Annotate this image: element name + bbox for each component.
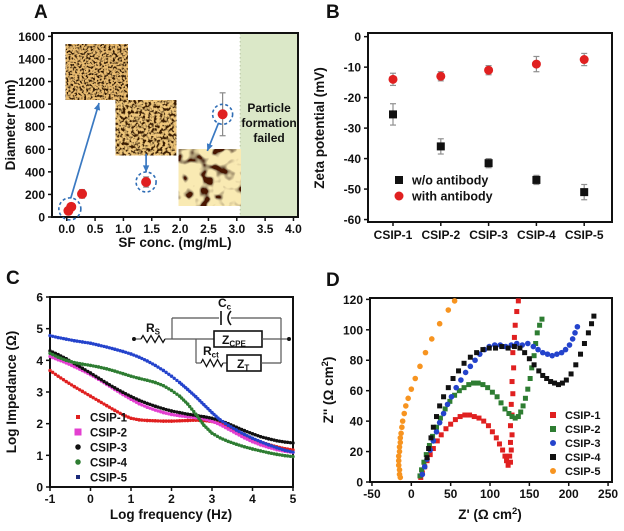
svg-text:0: 0: [36, 481, 43, 495]
svg-text:1.5: 1.5: [143, 222, 160, 236]
svg-text:2.5: 2.5: [200, 222, 217, 236]
panel-d-chart: -50 0 50 100 150 200 250020406080100120CSIP-1C…: [320, 293, 618, 522]
svg-text:CSIP-2: CSIP-2: [565, 424, 600, 436]
svg-text:20: 20: [350, 445, 364, 459]
panel-a-label: A: [34, 2, 48, 23]
svg-text:CSIP-1: CSIP-1: [374, 228, 413, 242]
svg-text:CSIP-4: CSIP-4: [90, 458, 128, 470]
svg-text:3.5: 3.5: [257, 222, 274, 236]
panel-b-label: B: [326, 2, 340, 23]
svg-text:50: 50: [444, 487, 458, 501]
svg-text:RS: RS: [146, 321, 161, 337]
svg-text:0.5: 0.5: [87, 222, 104, 236]
svg-text:100: 100: [480, 487, 500, 501]
svg-text:1000: 1000: [18, 98, 45, 112]
svg-text:-50: -50: [344, 183, 362, 197]
svg-text:CSIP-3: CSIP-3: [565, 438, 600, 450]
svg-text:5: 5: [36, 322, 43, 336]
svg-text:1200: 1200: [18, 75, 45, 89]
svg-text:800: 800: [25, 120, 45, 134]
svg-text:100: 100: [343, 323, 363, 337]
svg-text:0: 0: [38, 211, 45, 225]
svg-text:CSIP-2: CSIP-2: [90, 428, 127, 440]
svg-text:80: 80: [350, 354, 364, 368]
svg-text:Log Impedance (Ω): Log Impedance (Ω): [4, 331, 19, 454]
svg-text:3: 3: [209, 492, 216, 506]
svg-text:2.0: 2.0: [172, 222, 189, 236]
svg-text:0: 0: [356, 476, 363, 490]
svg-text:-40: -40: [344, 152, 362, 166]
svg-text:0.0: 0.0: [58, 222, 75, 236]
panel-c-label: C: [6, 268, 20, 289]
svg-text:6: 6: [36, 291, 43, 305]
svg-text:200: 200: [559, 487, 579, 501]
svg-text:formation: formation: [241, 116, 296, 130]
svg-text:60: 60: [350, 384, 364, 398]
svg-text:4: 4: [249, 492, 256, 506]
svg-text:1400: 1400: [18, 52, 45, 66]
svg-text:400: 400: [25, 165, 45, 179]
svg-text:Particle: Particle: [247, 101, 291, 115]
svg-text:40: 40: [350, 415, 364, 429]
svg-text:250: 250: [598, 487, 618, 501]
svg-text:SF conc. (mg/mL): SF conc. (mg/mL): [118, 235, 231, 250]
svg-text:-20: -20: [344, 91, 362, 105]
svg-text:Cc: Cc: [218, 296, 232, 312]
svg-text:-60: -60: [344, 213, 362, 227]
svg-text:1: 1: [36, 449, 43, 463]
svg-text:CSIP-1: CSIP-1: [565, 410, 600, 422]
svg-text:with antibody: with antibody: [411, 190, 493, 204]
svg-text:-30: -30: [344, 122, 362, 136]
svg-text:120: 120: [343, 293, 363, 307]
svg-text:CSIP-2: CSIP-2: [421, 228, 460, 242]
svg-text:Z' (Ω cm2): Z' (Ω cm2): [458, 506, 522, 522]
svg-text:w/o antibody: w/o antibody: [411, 174, 488, 188]
svg-text:-1: -1: [45, 492, 56, 506]
svg-text:1600: 1600: [18, 30, 45, 44]
svg-text:3: 3: [36, 386, 43, 400]
svg-text:Log frequency (Hz): Log frequency (Hz): [110, 507, 232, 522]
panel-c-chart: -1 0 1 2 3 4 50123456CSIP-1CSIP-2CSIP-3CSIP-4C…: [4, 291, 297, 523]
svg-text:CSIP-5: CSIP-5: [565, 466, 600, 478]
svg-text:600: 600: [25, 143, 45, 157]
svg-text:Zeta potential (mV): Zeta potential (mV): [312, 67, 327, 189]
svg-text:Diameter (nm): Diameter (nm): [3, 80, 18, 171]
svg-text:4: 4: [36, 354, 43, 368]
svg-text:150: 150: [519, 487, 539, 501]
svg-text:CSIP-3: CSIP-3: [90, 443, 127, 455]
svg-text:2: 2: [168, 492, 175, 506]
svg-text:ZCPE: ZCPE: [222, 333, 246, 349]
svg-text:4.0: 4.0: [285, 222, 302, 236]
svg-text:0: 0: [408, 487, 415, 501]
svg-text:CSIP-4: CSIP-4: [517, 228, 556, 242]
svg-text:0: 0: [87, 492, 94, 506]
svg-text:1: 1: [128, 492, 135, 506]
svg-text:3.0: 3.0: [228, 222, 245, 236]
panel-d-label: D: [326, 270, 340, 291]
svg-text:CSIP-1: CSIP-1: [90, 413, 128, 425]
svg-text:Rct: Rct: [203, 344, 219, 360]
svg-text:CSIP-3: CSIP-3: [469, 228, 508, 242]
svg-text:2: 2: [36, 417, 43, 431]
svg-text:-10: -10: [344, 61, 362, 75]
svg-text:5: 5: [290, 492, 297, 506]
svg-text:200: 200: [25, 188, 45, 202]
svg-text:0: 0: [354, 30, 361, 44]
panel-b-chart: 0 -10 -20 -30 -40 -50 -60 CSIP-1 CSIP-2 CSIP-3 CSI…: [312, 30, 613, 242]
svg-text:CSIP-5: CSIP-5: [90, 473, 128, 485]
svg-text:failed: failed: [253, 131, 284, 145]
svg-text:ZT: ZT: [237, 357, 249, 373]
svg-text:Z'' (Ω cm2): Z'' (Ω cm2): [320, 357, 336, 424]
svg-text:CSIP-4: CSIP-4: [565, 452, 601, 464]
svg-text:CSIP-5: CSIP-5: [565, 228, 604, 242]
svg-text:-50: -50: [363, 487, 381, 501]
svg-text:1.0: 1.0: [115, 222, 132, 236]
